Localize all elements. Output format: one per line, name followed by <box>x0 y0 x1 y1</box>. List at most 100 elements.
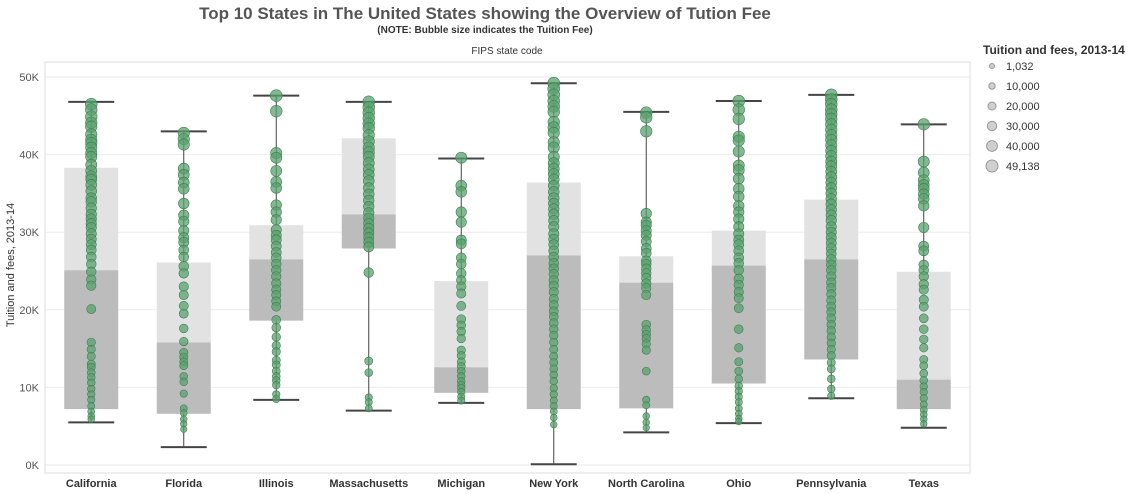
category-label: Ohio <box>726 478 751 490</box>
data-point <box>455 186 467 198</box>
size-legend: Tuition and fees, 2013-14 1,032 10,000 20,… <box>983 43 1125 173</box>
data-point <box>363 241 375 253</box>
y-axis-ticks: 0K 10K 20K 30K 40K 50K <box>19 72 39 472</box>
data-point <box>179 361 189 371</box>
data-point <box>179 389 188 398</box>
plot-frame <box>44 61 971 474</box>
data-point <box>918 301 929 312</box>
data-point <box>178 251 190 263</box>
data-point <box>178 215 190 227</box>
data-point <box>550 413 558 422</box>
data-point <box>86 351 96 361</box>
x-axis-categories: California Florida Illinois Massachusetts Mi… <box>66 478 939 490</box>
legend-marker <box>986 140 998 152</box>
data-point <box>733 293 744 304</box>
data-point <box>177 138 190 151</box>
y-tick-label: 20K <box>19 305 39 317</box>
data-point <box>272 395 281 404</box>
data-point <box>549 407 558 416</box>
data-point <box>734 324 744 334</box>
legend-label: 10,000 <box>1006 81 1040 93</box>
legend-label: 1,032 <box>1006 61 1034 73</box>
data-point <box>919 324 929 334</box>
data-point <box>918 245 930 257</box>
data-point <box>272 380 281 390</box>
y-tick-label: 0K <box>26 460 40 472</box>
category-label: Illinois <box>259 478 294 490</box>
data-point <box>917 118 930 131</box>
data-point <box>732 145 745 158</box>
data-point <box>919 343 929 353</box>
data-point <box>919 369 929 378</box>
data-point <box>271 301 282 312</box>
data-point <box>918 284 929 295</box>
data-point <box>919 361 929 371</box>
data-point <box>918 313 929 324</box>
panel-header-label: FIPS state code <box>471 46 543 57</box>
data-point <box>270 104 283 118</box>
category-label: North Carolina <box>608 478 685 490</box>
data-point <box>734 343 744 353</box>
data-point <box>735 417 743 426</box>
data-point <box>178 290 189 301</box>
data-point <box>641 366 651 376</box>
data-point <box>642 424 650 432</box>
data-point <box>917 155 930 168</box>
data-point <box>271 347 281 357</box>
data-point <box>180 425 188 433</box>
data-point <box>919 334 929 344</box>
data-point <box>641 290 652 301</box>
data-point <box>920 420 928 428</box>
data-points <box>85 76 930 433</box>
y-tick-label: 50K <box>19 72 39 84</box>
y-axis-title: Tuition and fees, 2013-14 <box>5 203 17 327</box>
chart-title: Top 10 States in The United States showi… <box>199 4 771 23</box>
category-label: Massachusetts <box>329 478 408 490</box>
data-point <box>455 206 467 218</box>
data-point <box>549 377 558 386</box>
data-point <box>86 304 97 314</box>
data-point <box>87 415 95 423</box>
data-point <box>270 182 282 194</box>
legend-title: Tuition and fees, 2013-14 <box>983 43 1125 57</box>
chart-subtitle: (NOTE: Bubble size indicates the Tuition… <box>377 25 592 36</box>
data-point <box>918 200 930 212</box>
category-label: Florida <box>165 478 203 490</box>
legend-marker <box>986 120 998 132</box>
box-plots <box>64 82 951 466</box>
category-label: Texas <box>909 478 939 490</box>
data-point <box>734 374 743 384</box>
legend-marker <box>985 159 999 173</box>
data-point <box>733 303 744 314</box>
y-tick-label: 30K <box>19 227 39 239</box>
data-point <box>734 357 744 367</box>
data-point <box>363 267 374 278</box>
data-point <box>364 404 373 413</box>
legend-label: 40,000 <box>1006 141 1040 153</box>
data-point <box>271 322 281 333</box>
data-point <box>270 151 283 164</box>
data-point <box>456 288 467 299</box>
data-point <box>456 258 467 270</box>
data-point <box>455 238 467 250</box>
data-point <box>178 308 189 319</box>
data-point <box>178 281 189 292</box>
data-point <box>455 216 467 228</box>
data-point <box>456 301 467 311</box>
data-point <box>918 222 930 234</box>
data-point <box>641 345 651 355</box>
data-point <box>733 265 744 276</box>
data-point <box>178 197 190 210</box>
category-label: Michigan <box>437 478 485 490</box>
legend-label: 30,000 <box>1006 121 1040 133</box>
data-point <box>642 412 650 420</box>
y-tick-label: 10K <box>19 382 39 394</box>
data-point <box>827 384 836 394</box>
data-point <box>456 333 466 344</box>
data-point <box>179 377 188 387</box>
y-tick-label: 40K <box>19 150 39 162</box>
data-point <box>827 374 836 384</box>
data-point <box>455 151 468 164</box>
data-point <box>642 401 651 410</box>
data-point <box>179 337 189 347</box>
